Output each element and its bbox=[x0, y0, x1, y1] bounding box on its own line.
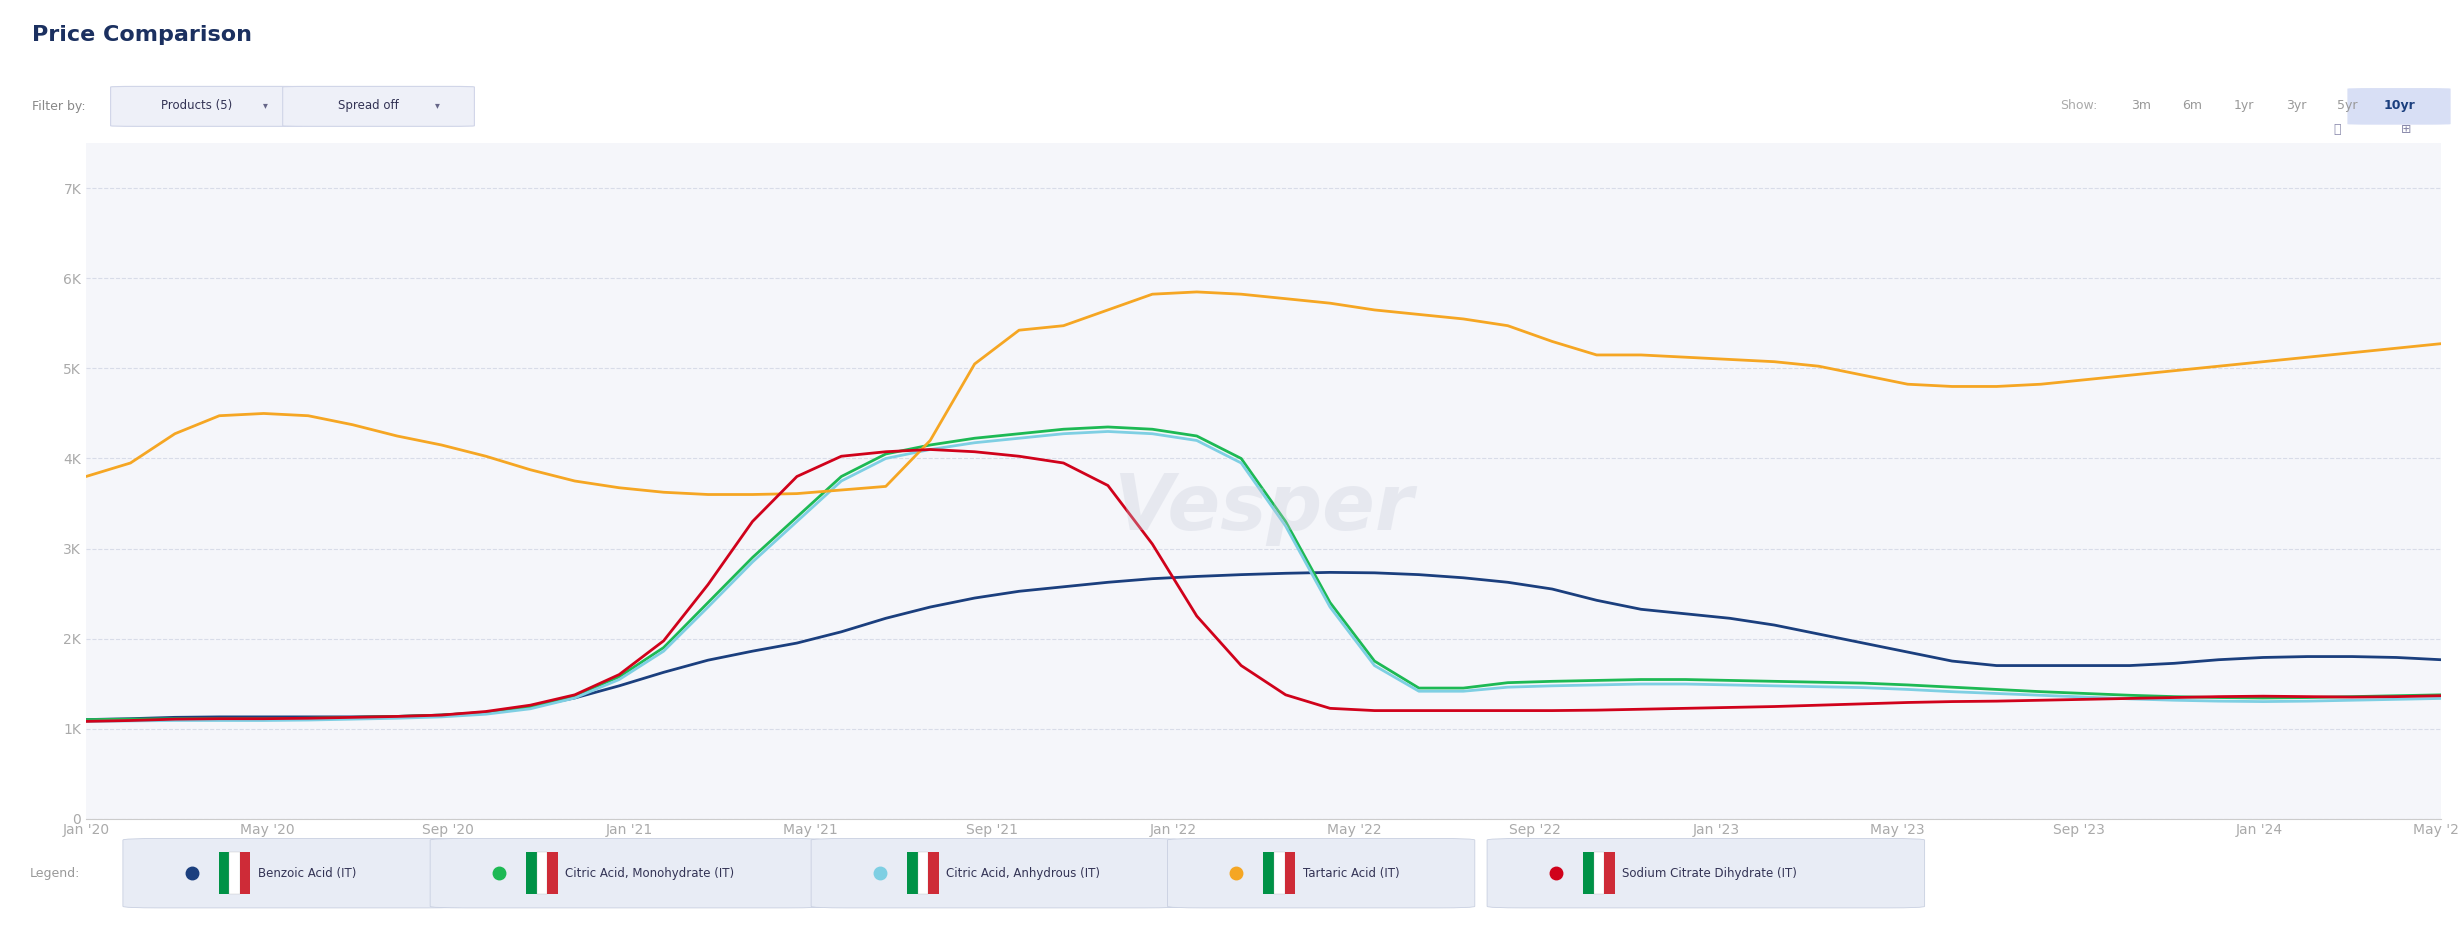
Text: 3yr: 3yr bbox=[2286, 99, 2306, 112]
Text: Citric Acid, Monohydrate (IT): Citric Acid, Monohydrate (IT) bbox=[565, 867, 735, 880]
Bar bbox=[1593, 853, 1605, 894]
FancyBboxPatch shape bbox=[111, 86, 302, 127]
Text: ▾: ▾ bbox=[263, 100, 268, 110]
Bar bbox=[526, 853, 536, 894]
Text: 💬: 💬 bbox=[2333, 123, 2342, 136]
Text: 1yr: 1yr bbox=[2234, 99, 2254, 112]
FancyBboxPatch shape bbox=[811, 838, 1180, 908]
Bar bbox=[1605, 853, 1615, 894]
Text: Price Comparison: Price Comparison bbox=[32, 25, 253, 45]
Text: ⊞: ⊞ bbox=[2401, 123, 2411, 136]
FancyBboxPatch shape bbox=[1168, 838, 1475, 908]
FancyBboxPatch shape bbox=[123, 838, 462, 908]
Bar bbox=[1286, 853, 1295, 894]
Text: Products (5): Products (5) bbox=[162, 99, 231, 112]
Text: ▾: ▾ bbox=[435, 100, 440, 110]
Bar bbox=[1273, 853, 1286, 894]
Text: Benzoic Acid (IT): Benzoic Acid (IT) bbox=[258, 867, 356, 880]
Bar bbox=[929, 853, 939, 894]
Text: Filter by:: Filter by: bbox=[32, 100, 86, 113]
Bar bbox=[241, 853, 251, 894]
Text: Show:: Show: bbox=[2060, 99, 2097, 112]
Bar bbox=[548, 853, 558, 894]
Text: 10yr: 10yr bbox=[2384, 99, 2414, 112]
Text: Vesper: Vesper bbox=[1113, 470, 1413, 546]
Bar bbox=[229, 853, 241, 894]
Bar bbox=[536, 853, 548, 894]
Text: 5yr: 5yr bbox=[2338, 99, 2357, 112]
Bar bbox=[1263, 853, 1273, 894]
Text: 3m: 3m bbox=[2131, 99, 2151, 112]
Text: Sodium Citrate Dihydrate (IT): Sodium Citrate Dihydrate (IT) bbox=[1622, 867, 1797, 880]
Bar bbox=[1583, 853, 1593, 894]
FancyBboxPatch shape bbox=[283, 86, 474, 127]
Text: Legend:: Legend: bbox=[29, 867, 79, 880]
Bar bbox=[219, 853, 229, 894]
Text: Spread off: Spread off bbox=[339, 99, 398, 112]
Bar bbox=[917, 853, 929, 894]
Text: Citric Acid, Anhydrous (IT): Citric Acid, Anhydrous (IT) bbox=[946, 867, 1101, 880]
FancyBboxPatch shape bbox=[430, 838, 823, 908]
Bar bbox=[907, 853, 917, 894]
Text: 6m: 6m bbox=[2183, 99, 2202, 112]
Text: Tartaric Acid (IT): Tartaric Acid (IT) bbox=[1303, 867, 1399, 880]
FancyBboxPatch shape bbox=[1487, 838, 1925, 908]
FancyBboxPatch shape bbox=[2347, 88, 2451, 125]
